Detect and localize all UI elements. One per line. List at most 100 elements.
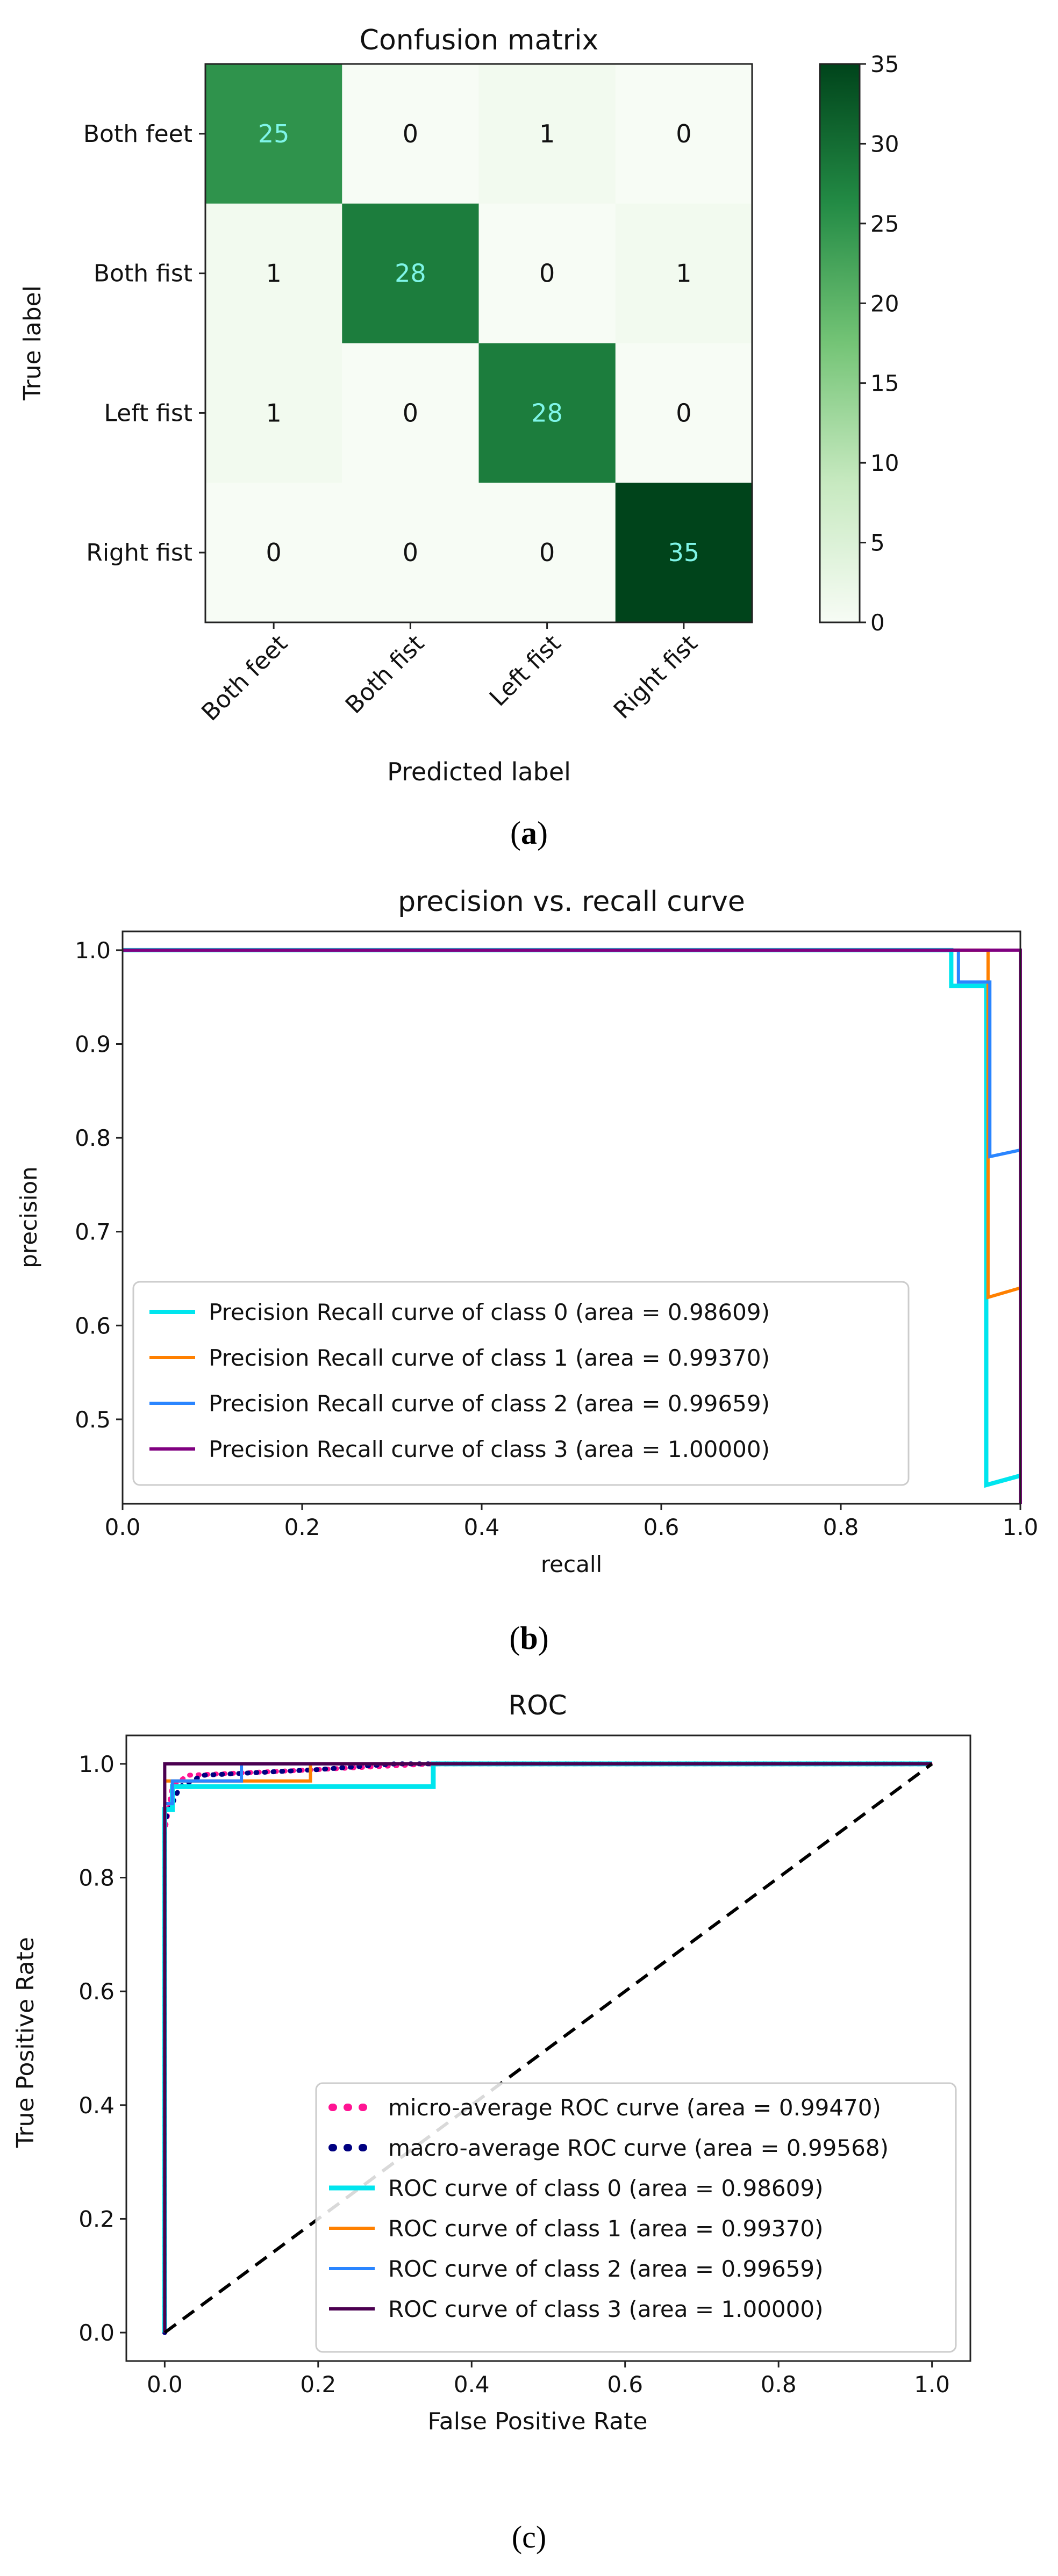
confusion-cell: [615, 64, 753, 204]
panel-c-caption: (c): [512, 2520, 546, 2555]
confusion-cell: [205, 203, 342, 343]
confusion-col-label: Left fist: [484, 630, 566, 712]
confusion-cell-value: 1: [539, 119, 555, 148]
roc-lines: [162, 1761, 935, 2335]
roc-ytick-label: 0.4: [78, 2092, 115, 2119]
roc-xtick-label: 0.8: [761, 2371, 797, 2398]
confusion-col-label: Right fist: [609, 630, 703, 724]
confusion-row-label: Both fist: [94, 260, 192, 288]
pr-xtick-label: 0.6: [644, 1514, 680, 1540]
pr-xtick-label: 0.4: [464, 1514, 500, 1540]
pr-legend-label: Precision Recall curve of class 2 (area …: [209, 1390, 770, 1417]
confusion-cell: [615, 343, 753, 483]
confusion-cell: [205, 64, 342, 204]
roc-legend-label: ROC curve of class 3 (area = 1.00000): [388, 2296, 823, 2322]
precision-recall-ylabel: precision: [16, 1166, 42, 1268]
confusion-cell: [342, 483, 479, 623]
confusion-cell: [205, 343, 342, 483]
pr-legend-label: Precision Recall curve of class 3 (area …: [209, 1436, 770, 1462]
roc-xlabel: False Positive Rate: [428, 2408, 648, 2435]
confusion-cell-value: 28: [395, 259, 426, 288]
confusion-cell-value: 1: [266, 259, 281, 288]
colorbar-tick-label: 5: [870, 530, 885, 556]
confusion-cell: [615, 483, 753, 623]
pr-xtick-label: 1.0: [1003, 1514, 1039, 1540]
colorbar-tick-label: 10: [870, 450, 899, 476]
confusion-cell-value: 0: [403, 538, 418, 567]
panel-b-label: b: [520, 1620, 538, 1656]
confusion-cell-value: 35: [668, 538, 700, 567]
pr-xtick-label: 0.8: [823, 1514, 859, 1540]
colorbar-tick-label: 20: [870, 290, 899, 317]
roc-legend-label: macro-average ROC curve (area = 0.99568): [388, 2135, 889, 2161]
roc-ytick-label: 0.8: [78, 1865, 115, 1891]
roc-ytick-label: 0.2: [78, 2206, 115, 2232]
confusion-matrix-col-labels: Both feet Both fist Left fist Right fist: [196, 622, 703, 726]
roc-xtick-label: 0.6: [607, 2371, 643, 2398]
pr-ytick-label: 0.5: [75, 1407, 111, 1433]
roc-legend: micro-average ROC curve (area = 0.99470)…: [315, 2082, 957, 2353]
confusion-cell-value: 0: [539, 259, 555, 288]
precision-recall-legend-items: Precision Recall curve of class 0 (area …: [149, 1299, 770, 1462]
pr-ytick-label: 0.8: [75, 1125, 111, 1151]
roc-title: ROC: [508, 1690, 567, 1721]
confusion-matrix-xlabel: Predicted label: [387, 757, 571, 786]
roc-panel: ROC 0.0 0.2 0.4 0.6 0.8 1.0 0.0 0.2 0.4 0.6 0.8 1.0…: [12, 1690, 971, 2555]
confusion-matrix-row-labels: Both feet Both fist Left fist Right fist: [83, 120, 205, 566]
colorbar-tick-label: 25: [870, 211, 899, 237]
confusion-cell: [478, 64, 616, 204]
roc-xtick-label: 1.0: [914, 2371, 950, 2398]
pr-legend-label: Precision Recall curve of class 1 (area …: [209, 1345, 770, 1371]
colorbar-tick-label: 0: [870, 609, 885, 636]
confusion-cell-value: 28: [531, 398, 563, 427]
confusion-matrix-panel: Confusion matrix 25 0 1 01 28 0 11 0 28 00 0 0 35 Bo…: [19, 24, 899, 851]
confusion-cell: [205, 483, 342, 623]
confusion-cell-value: 1: [266, 398, 281, 427]
precision-recall-legend-box: [132, 1281, 910, 1486]
pr-legend-label: Precision Recall curve of class 0 (area …: [209, 1299, 770, 1325]
roc-xtick-label: 0.0: [147, 2371, 183, 2398]
pr-ytick-label: 0.9: [75, 1031, 111, 1058]
confusion-matrix-title: Confusion matrix: [360, 24, 599, 56]
confusion-cell: [478, 483, 616, 623]
confusion-cell-value: 0: [403, 119, 418, 148]
confusion-row-label: Right fist: [86, 539, 192, 566]
precision-recall-ticks: 0.0 0.2 0.4 0.6 0.8 1.0 0.5 0.6 0.7 0.8 0.9 1.0: [75, 937, 1038, 1540]
pr-series-line: [123, 948, 1021, 1159]
colorbar-tick-label: 35: [870, 51, 899, 77]
colorbar: [819, 63, 861, 623]
pr-ytick-label: 1.0: [75, 937, 111, 964]
roc-legend-label: ROC curve of class 1 (area = 0.99370): [388, 2215, 823, 2242]
panel-b-caption: (b): [509, 1620, 548, 1656]
confusion-cell-value: 1: [676, 259, 691, 288]
colorbar-ticks: 0 5 10 15 20 25 30 35: [860, 51, 899, 636]
confusion-matrix-cells: 25 0 1 0 1 28 0 1 1 0 28 0 0 0 0 35: [205, 64, 753, 623]
roc-frame: [125, 1734, 971, 2362]
pr-xtick-label: 0.2: [284, 1514, 320, 1540]
confusion-cell-value: 25: [258, 119, 290, 148]
roc-ticks: 0.0 0.2 0.4 0.6 0.8 1.0 0.0 0.2 0.4 0.6 0.8 1.0: [78, 1751, 950, 2398]
colorbar-tick-label: 15: [870, 370, 899, 397]
roc-legend-box: [315, 2082, 957, 2353]
confusion-cell: [342, 343, 479, 483]
roc-series-line: [163, 1762, 932, 2333]
precision-recall-legend: Precision Recall curve of class 0 (area …: [132, 1281, 910, 1486]
roc-legend-items: micro-average ROC curve (area = 0.99470)…: [328, 2094, 889, 2322]
pr-ytick-label: 0.6: [75, 1312, 111, 1339]
roc-legend-label: ROC curve of class 0 (area = 0.98609): [388, 2175, 823, 2201]
roc-xtick-label: 0.4: [454, 2371, 490, 2398]
roc-legend-label: ROC curve of class 2 (area = 0.99659): [388, 2256, 823, 2282]
confusion-cell-value: 0: [266, 538, 281, 567]
pr-series-line: [123, 948, 1021, 1300]
precision-recall-xlabel: recall: [541, 1551, 602, 1577]
roc-ytick-label: 0.6: [78, 1978, 115, 2005]
precision-recall-title: precision vs. recall curve: [398, 886, 745, 918]
roc-ytick-label: 0.0: [78, 2320, 115, 2346]
confusion-cell: [478, 203, 616, 343]
confusion-cell: [342, 203, 479, 343]
colorbar-tick-label: 30: [870, 131, 899, 157]
precision-recall-panel: precision vs. recall curve 0.0 0.2 0.4 0.6 0…: [16, 886, 1038, 1656]
confusion-cell: [478, 343, 616, 483]
confusion-row-label: Left fist: [104, 399, 192, 427]
pr-xtick-label: 0.0: [105, 1514, 141, 1540]
